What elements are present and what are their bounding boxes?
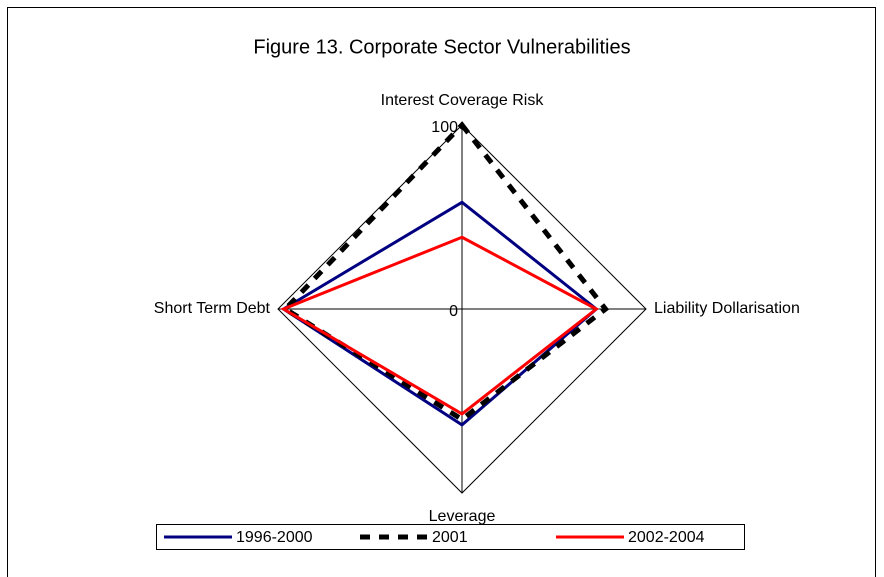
r-tick-label: 0 xyxy=(449,303,458,320)
category-label: Short Term Debt xyxy=(154,300,271,317)
legend-label: 2002-2004 xyxy=(628,529,705,546)
category-label: Liability Dollarisation xyxy=(654,300,800,317)
category-label: Leverage xyxy=(429,508,496,525)
legend-label: 1996-2000 xyxy=(236,529,313,546)
legend-box xyxy=(156,524,745,550)
r-tick-label: 100 xyxy=(431,119,458,136)
series-line xyxy=(280,200,599,427)
series-line xyxy=(281,121,610,423)
chart-title: Figure 13. Corporate Sector Vulnerabilit… xyxy=(253,36,630,58)
chart-frame xyxy=(7,7,876,577)
legend-label: 2001 xyxy=(432,529,468,546)
category-label: Interest Coverage Risk xyxy=(381,92,545,109)
series-line xyxy=(280,235,600,416)
